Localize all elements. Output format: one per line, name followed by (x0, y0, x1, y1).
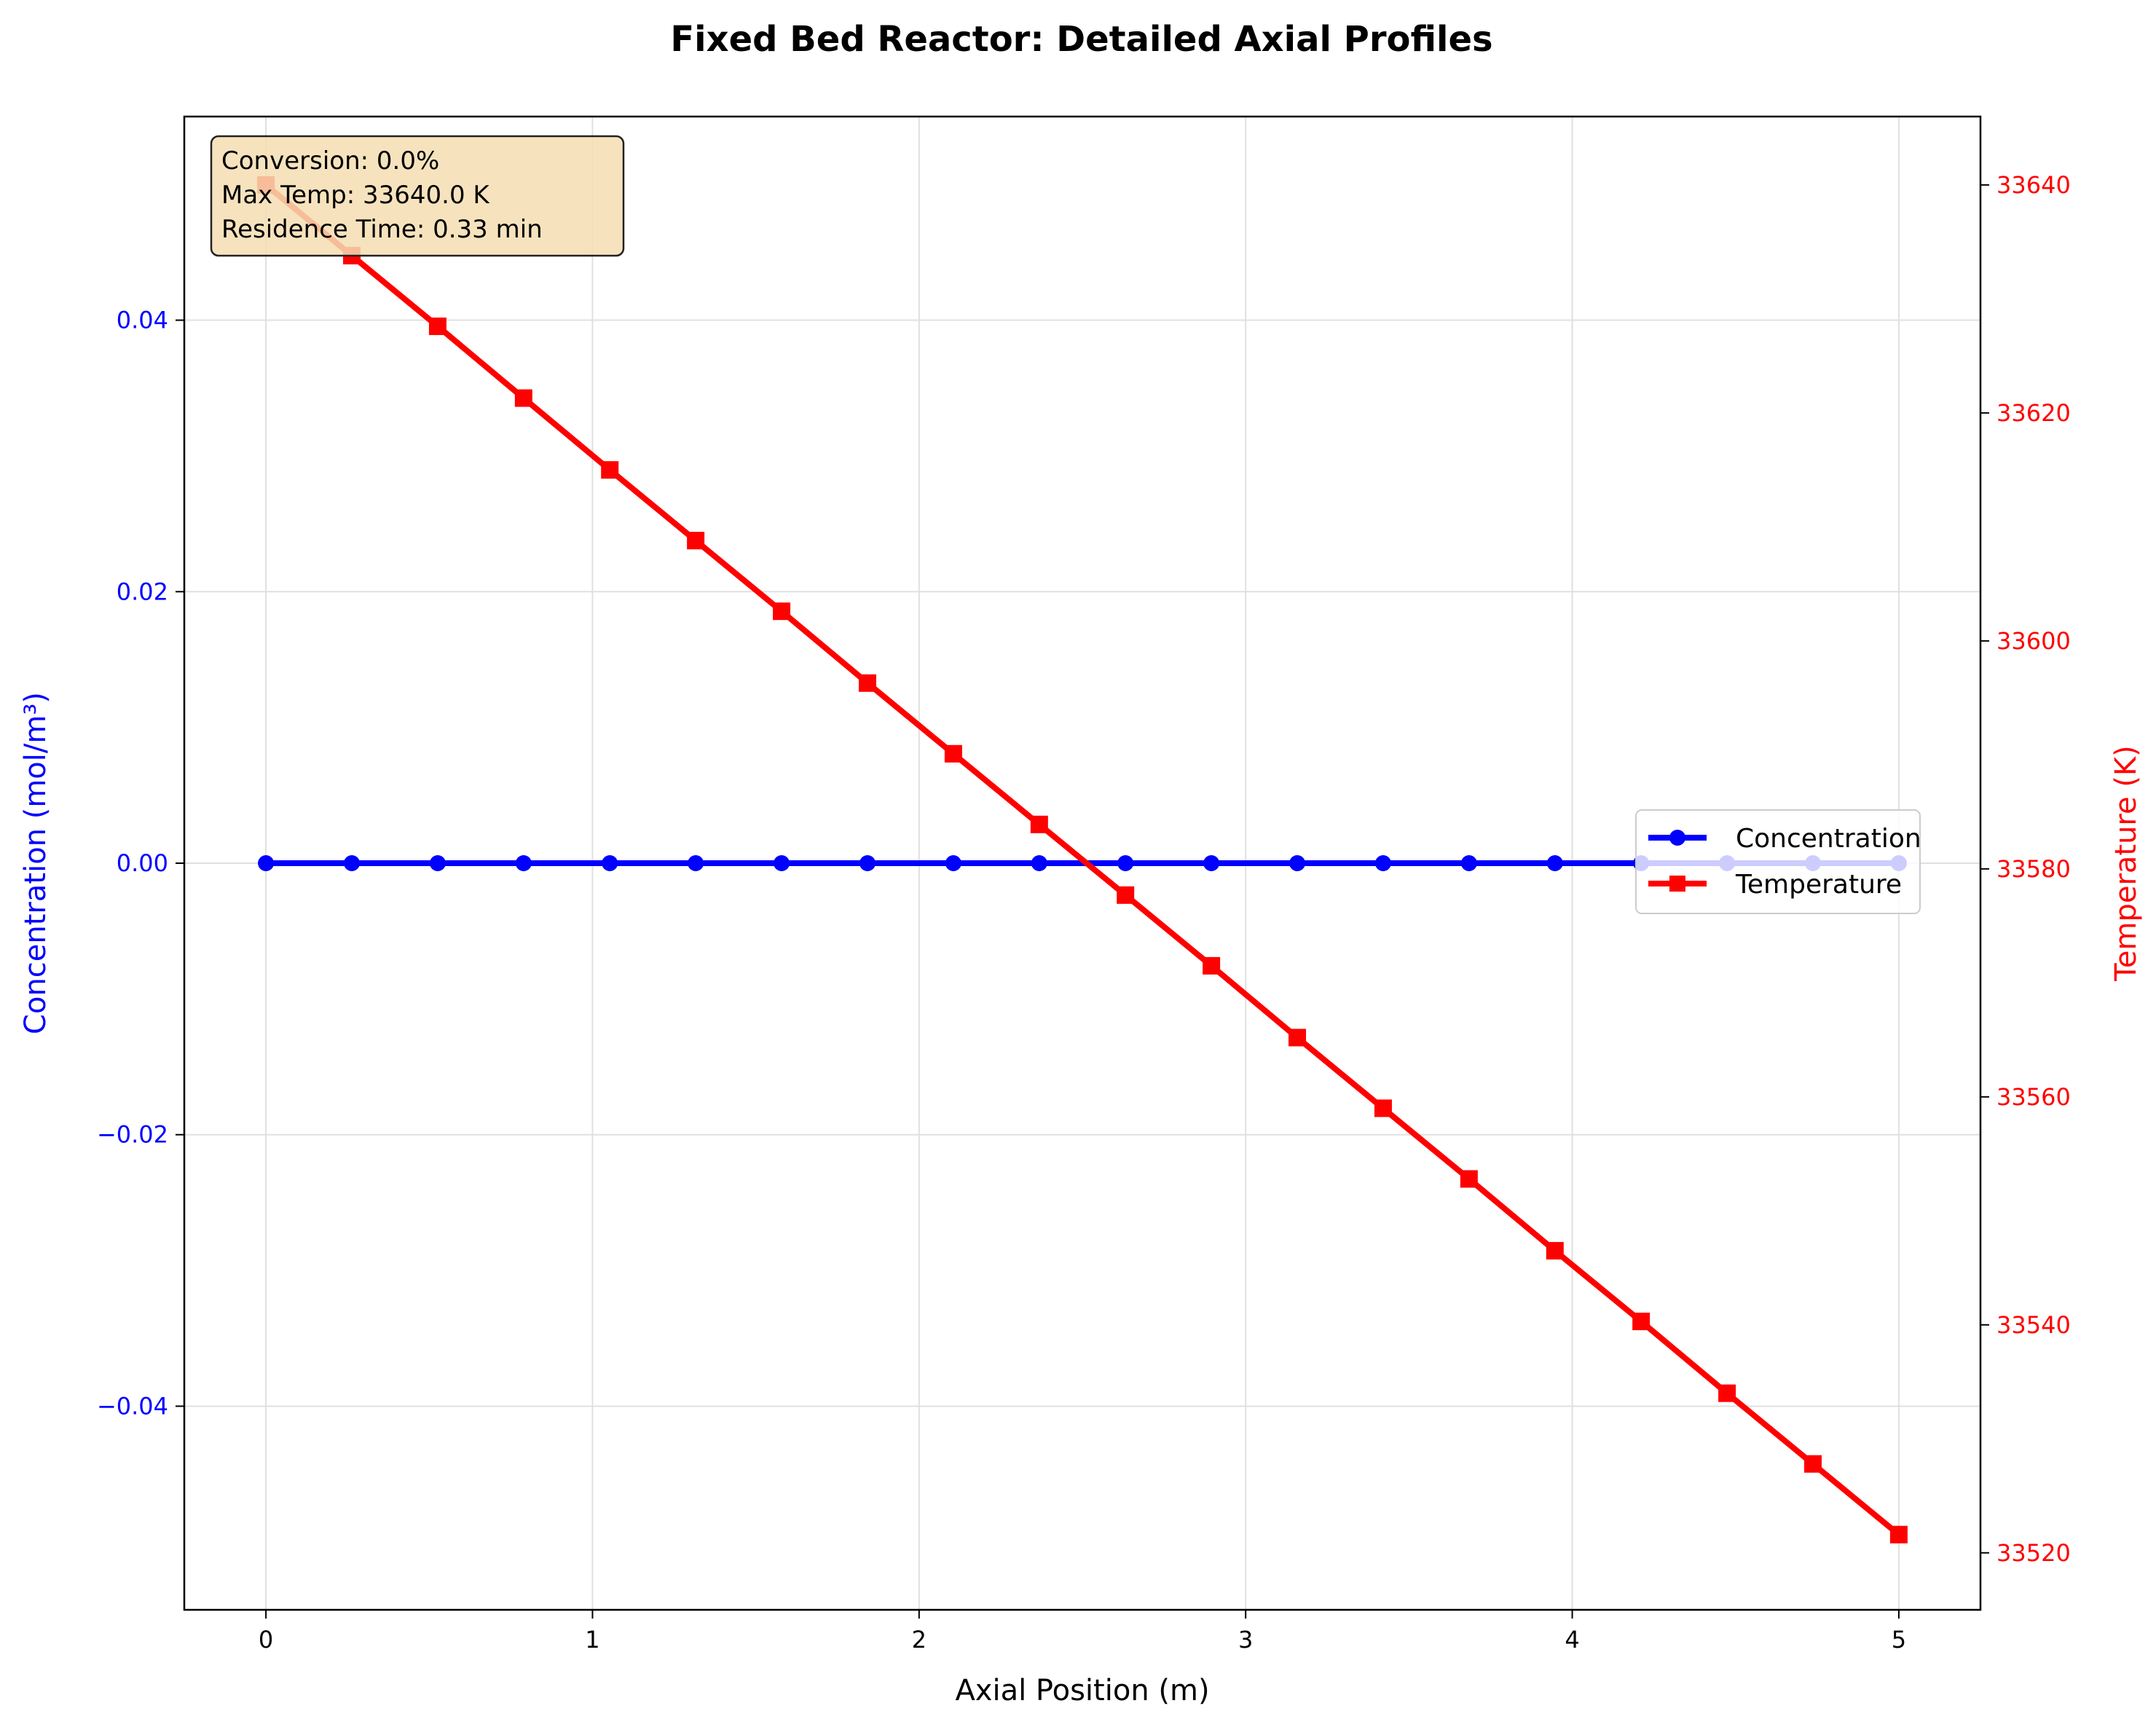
legend: Concentration Temperature (1635, 809, 1921, 914)
temperature-point (1289, 1029, 1307, 1047)
concentration-point (1117, 855, 1134, 871)
concentration-point (1546, 855, 1563, 871)
concentration-point (688, 855, 704, 871)
y-left-tick-label: −0.02 (97, 1121, 168, 1149)
legend-temperature-marker (1669, 876, 1685, 892)
temperature-point (601, 461, 619, 479)
temperature-point (1117, 886, 1135, 904)
y-left-tick-label: −0.04 (97, 1392, 168, 1420)
y-right-tick-label: 33600 (1996, 627, 2071, 655)
temperature-point (773, 602, 791, 621)
info-max-temp: Max Temp: 33640.0 K (221, 181, 490, 210)
y-axis-right-title: Temperature (K) (2109, 745, 2143, 982)
temperature-point (1030, 815, 1048, 833)
temperature-point (687, 532, 705, 550)
concentration-point (859, 855, 876, 871)
x-tick-label: 3 (1238, 1626, 1253, 1654)
concentration-point (602, 855, 618, 871)
temperature-line (264, 182, 1901, 1537)
concentration-point (1374, 855, 1391, 871)
temperature-point (944, 744, 962, 763)
temperature-point (514, 389, 532, 407)
concentration-point (429, 855, 446, 871)
concentration-point (1203, 855, 1220, 871)
x-tick-label: 5 (1892, 1626, 1906, 1654)
concentration-point (1460, 855, 1477, 871)
y-left-tick-label: 0.04 (117, 307, 168, 334)
y-right-tick-label: 33560 (1996, 1083, 2071, 1111)
y-left-tick-label: 0.00 (117, 849, 168, 877)
y-right-tick-label: 33520 (1996, 1539, 2071, 1567)
legend-frame (1635, 809, 1921, 914)
y-axis-left-title: Concentration (mol/m³) (19, 692, 52, 1034)
info-box: Conversion: 0.0% Max Temp: 33640.0 K Res… (210, 135, 625, 257)
concentration-point (945, 855, 961, 871)
x-tick-label: 4 (1565, 1626, 1579, 1654)
x-tick-label: 2 (912, 1626, 926, 1654)
legend-concentration-marker (1669, 830, 1685, 846)
y-left-tick-label: 0.02 (117, 578, 168, 605)
temperature-point (1718, 1384, 1736, 1402)
concentration-point (258, 855, 275, 871)
y-right-tick-label: 33640 (1996, 171, 2071, 199)
concentration-point (1031, 855, 1047, 871)
y-right-tick-label: 33620 (1996, 399, 2071, 427)
temperature-point (1803, 1455, 1822, 1473)
legend-temperature-label: Temperature (1735, 870, 1902, 900)
x-tick-label: 0 (259, 1626, 273, 1654)
temperature-point (1889, 1525, 1908, 1544)
y-right-tick-label: 33540 (1996, 1311, 2071, 1339)
concentration-point (1289, 855, 1306, 871)
concentration-point (774, 855, 790, 871)
temperature-point (1632, 1313, 1651, 1331)
concentration-point (515, 855, 532, 871)
info-box-background (210, 135, 625, 257)
info-conversion: Conversion: 0.0% (221, 146, 439, 176)
axes: 0 1 2 3 4 5 −0.04 −0.02 0.00 0.02 0.04 33520 33540 33… (97, 171, 2071, 1654)
x-axis-title: Axial Position (m) (955, 1674, 1209, 1707)
temperature-point (1460, 1170, 1478, 1188)
temperature-point (428, 317, 446, 335)
x-tick-label: 1 (585, 1626, 599, 1654)
temperature-point (1203, 956, 1221, 975)
concentration-point (344, 855, 361, 871)
temperature-point (1546, 1242, 1564, 1260)
info-residence-time: Residence Time: 0.33 min (221, 215, 543, 244)
y-right-tick-label: 33580 (1996, 855, 2071, 883)
chart-title: Fixed Bed Reactor: Detailed Axial Profil… (670, 19, 1492, 60)
temperature-point (858, 674, 876, 692)
legend-concentration-label: Concentration (1736, 824, 1921, 854)
temperature-point (1374, 1099, 1392, 1117)
